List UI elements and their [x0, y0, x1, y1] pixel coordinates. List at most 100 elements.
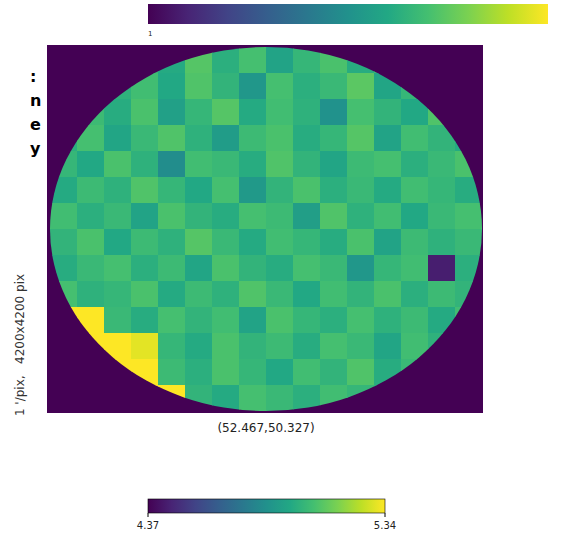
cell [239, 255, 267, 282]
cell [266, 307, 294, 334]
cell [266, 333, 294, 360]
cell [266, 151, 294, 178]
cell [320, 177, 348, 204]
cell [266, 281, 294, 308]
cell [131, 307, 159, 334]
cell [293, 99, 321, 126]
cell [266, 385, 294, 412]
colorbar-tick-label: 5.34 [374, 520, 396, 531]
cell [320, 125, 348, 152]
colorbar-tick [385, 513, 386, 517]
cell [293, 203, 321, 230]
cell [131, 47, 159, 74]
cell [293, 307, 321, 334]
cell [266, 255, 294, 282]
cell [158, 177, 186, 204]
colorbar-tick [148, 513, 149, 517]
cell [50, 307, 78, 334]
side-text: n [30, 91, 41, 110]
cell [131, 333, 159, 360]
cell [131, 99, 159, 126]
cell [320, 307, 348, 334]
cell [374, 333, 402, 360]
cell [401, 203, 429, 230]
cell [320, 151, 348, 178]
cell [185, 99, 213, 126]
cell [239, 177, 267, 204]
cell [293, 47, 321, 74]
cell [266, 229, 294, 256]
cell [347, 203, 375, 230]
cell [347, 333, 375, 360]
top-colorbar [148, 4, 548, 24]
cell [185, 385, 213, 412]
cell [185, 307, 213, 334]
cell [158, 229, 186, 256]
cell [185, 229, 213, 256]
cell [320, 333, 348, 360]
cell [50, 255, 78, 282]
cell [428, 203, 456, 230]
cell [77, 307, 105, 334]
cell [77, 229, 105, 256]
cell [131, 359, 159, 386]
side-text: e [30, 115, 41, 134]
cell [455, 151, 483, 178]
cell [77, 151, 105, 178]
cell [374, 47, 402, 74]
cell [347, 307, 375, 334]
cell [158, 359, 186, 386]
cell [131, 73, 159, 100]
cell [77, 177, 105, 204]
cell [158, 307, 186, 334]
cell [77, 333, 105, 360]
cell [104, 73, 132, 100]
cell [239, 203, 267, 230]
cell [158, 73, 186, 100]
cell [374, 203, 402, 230]
cell [212, 125, 240, 152]
cell [131, 385, 159, 412]
cell [104, 177, 132, 204]
cell [374, 73, 402, 100]
cell [104, 125, 132, 152]
cell [266, 359, 294, 386]
cell [293, 385, 321, 412]
cell [185, 47, 213, 74]
side-text: y [30, 139, 41, 158]
cell [320, 281, 348, 308]
cell [212, 385, 240, 412]
cell [347, 229, 375, 256]
cell [131, 203, 159, 230]
cell [50, 203, 78, 230]
cell [455, 125, 483, 152]
cell [401, 177, 429, 204]
side-label: 1 '/pix, 4200x4200 pix [13, 274, 27, 416]
cell [158, 125, 186, 152]
cell [131, 281, 159, 308]
cell [266, 73, 294, 100]
cell [374, 99, 402, 126]
cell [455, 203, 483, 230]
cell [212, 99, 240, 126]
cell [185, 359, 213, 386]
cell [158, 203, 186, 230]
cell [320, 73, 348, 100]
cell [212, 177, 240, 204]
cell [185, 73, 213, 100]
cell [347, 99, 375, 126]
cell [401, 73, 429, 100]
cell [401, 333, 429, 360]
cell [239, 99, 267, 126]
figure: 1:ney1 '/pix, 4200x4200 pix(52.467,50.32… [0, 0, 564, 541]
cell [104, 281, 132, 308]
cell [401, 255, 429, 282]
cell [347, 255, 375, 282]
cell [104, 255, 132, 282]
cell [401, 229, 429, 256]
cell [293, 359, 321, 386]
cell [428, 307, 456, 334]
cell [455, 177, 483, 204]
cell [374, 359, 402, 386]
cell [131, 177, 159, 204]
